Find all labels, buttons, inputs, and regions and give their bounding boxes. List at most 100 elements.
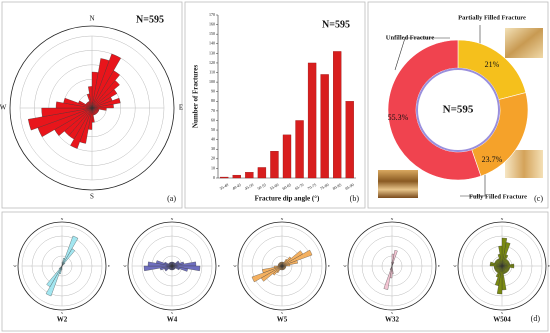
donut-inner-ring (416, 68, 500, 152)
chart-title: W4 (167, 316, 178, 324)
rose-petal (41, 107, 93, 117)
x-tick-label: 55-60 (269, 182, 280, 191)
y-tick-label: 100 (209, 79, 215, 84)
x-tick-label: 45-50 (244, 182, 255, 191)
rose-outline (9, 25, 175, 191)
rose-petal (171, 261, 173, 267)
direction-label: E (179, 104, 183, 112)
value-label: 23.7% (482, 155, 503, 164)
y-tick-label: 70 (211, 108, 215, 113)
y-tick-label: 160 (209, 22, 215, 27)
bar (270, 151, 279, 179)
y-tick-label: 60 (211, 117, 215, 122)
rose-petal (281, 260, 298, 267)
direction-label: N (281, 217, 284, 221)
direction-label: E (438, 264, 440, 268)
rose-petal (391, 261, 393, 267)
direction-label: E (218, 264, 220, 268)
panel-label: (c) (534, 194, 543, 203)
x-tick-label: 60-65 (281, 182, 292, 191)
rose-petal (391, 262, 395, 267)
direction-label: E (108, 264, 110, 268)
direction-label: S (501, 311, 503, 315)
rose-petal (389, 265, 393, 270)
rose-petal (91, 80, 120, 109)
direction-label: W (123, 264, 127, 268)
direction-label: S (391, 311, 393, 315)
x-tick-label: 50-55 (256, 182, 267, 191)
bar (282, 134, 292, 179)
y-tick-label: 90 (211, 89, 215, 94)
rose-petal (391, 265, 394, 275)
y-tick-label: 0 (213, 175, 215, 180)
bar (333, 51, 342, 179)
center-label: N=595 (443, 104, 474, 116)
panel-frame (1, 211, 549, 332)
x-tick-label: 70-75 (307, 182, 318, 191)
bar (245, 172, 254, 179)
category-label: Fully Filled Fracture (469, 193, 527, 200)
category-label: Unfilled Fracture (386, 34, 435, 41)
chart-title: N=595 (322, 19, 350, 30)
bar (295, 120, 304, 179)
direction-label: S (90, 193, 94, 201)
panel-label: (b) (350, 194, 360, 203)
x-tick-label: 85-90 (344, 182, 355, 191)
bar (257, 167, 267, 179)
rose-outline (457, 221, 547, 311)
chart-title: W5 (277, 316, 288, 324)
direction-label: E (328, 264, 330, 268)
x-tick-label: 65-70 (294, 182, 305, 191)
rose-petal (61, 262, 66, 267)
bar (345, 101, 354, 179)
rose-petal (498, 245, 503, 267)
direction-label: N (501, 217, 504, 221)
panel-label: (a) (167, 194, 176, 203)
direction-label: N (391, 217, 394, 221)
rose-petal (273, 265, 283, 268)
y-tick-label: 30 (211, 146, 215, 151)
rose-petal (91, 97, 121, 109)
direction-label: N (61, 217, 64, 221)
y-tick-label: 110 (209, 69, 215, 74)
y-tick-label: 80 (211, 98, 215, 103)
x-tick-label: 40-45 (231, 182, 242, 191)
direction-label: S (171, 311, 173, 315)
rose-outline (347, 221, 437, 311)
rose-petal (383, 265, 393, 290)
bar (220, 176, 229, 179)
rose-petal (281, 264, 291, 267)
rose-petal (391, 250, 398, 267)
direction-label: E (548, 264, 550, 268)
direction-label: W (233, 264, 237, 268)
rose-outline (17, 221, 107, 311)
x-tick-label: 80-85 (332, 182, 343, 191)
rose-petal (251, 265, 283, 283)
y-tick-label: 150 (209, 31, 215, 36)
chart-title: W2 (57, 316, 68, 324)
rose-petal (61, 235, 79, 267)
direction-label: N (171, 217, 174, 221)
rose-petal (262, 265, 283, 274)
direction-label: S (281, 311, 283, 315)
rose-outline (127, 221, 217, 311)
panel-label: (d) (531, 314, 541, 323)
rose-petal (28, 107, 93, 131)
chart-title: N=595 (136, 14, 164, 25)
x-tick-label: 35-40 (219, 182, 230, 191)
y-tick-label: 130 (209, 50, 215, 55)
direction-label: S (61, 311, 63, 315)
photo (378, 170, 418, 198)
rose-outline (237, 221, 327, 311)
rose-petal (70, 107, 93, 149)
y-axis-label: Number of Fractures (192, 65, 200, 128)
rose-petal (91, 104, 114, 109)
rose-petal (143, 265, 173, 272)
direction-label: W (13, 264, 17, 268)
bar (232, 174, 241, 179)
chart-title: W504 (493, 316, 511, 324)
rose-petal (61, 248, 76, 267)
rose-petal (91, 53, 122, 109)
panel-frame (184, 1, 366, 209)
